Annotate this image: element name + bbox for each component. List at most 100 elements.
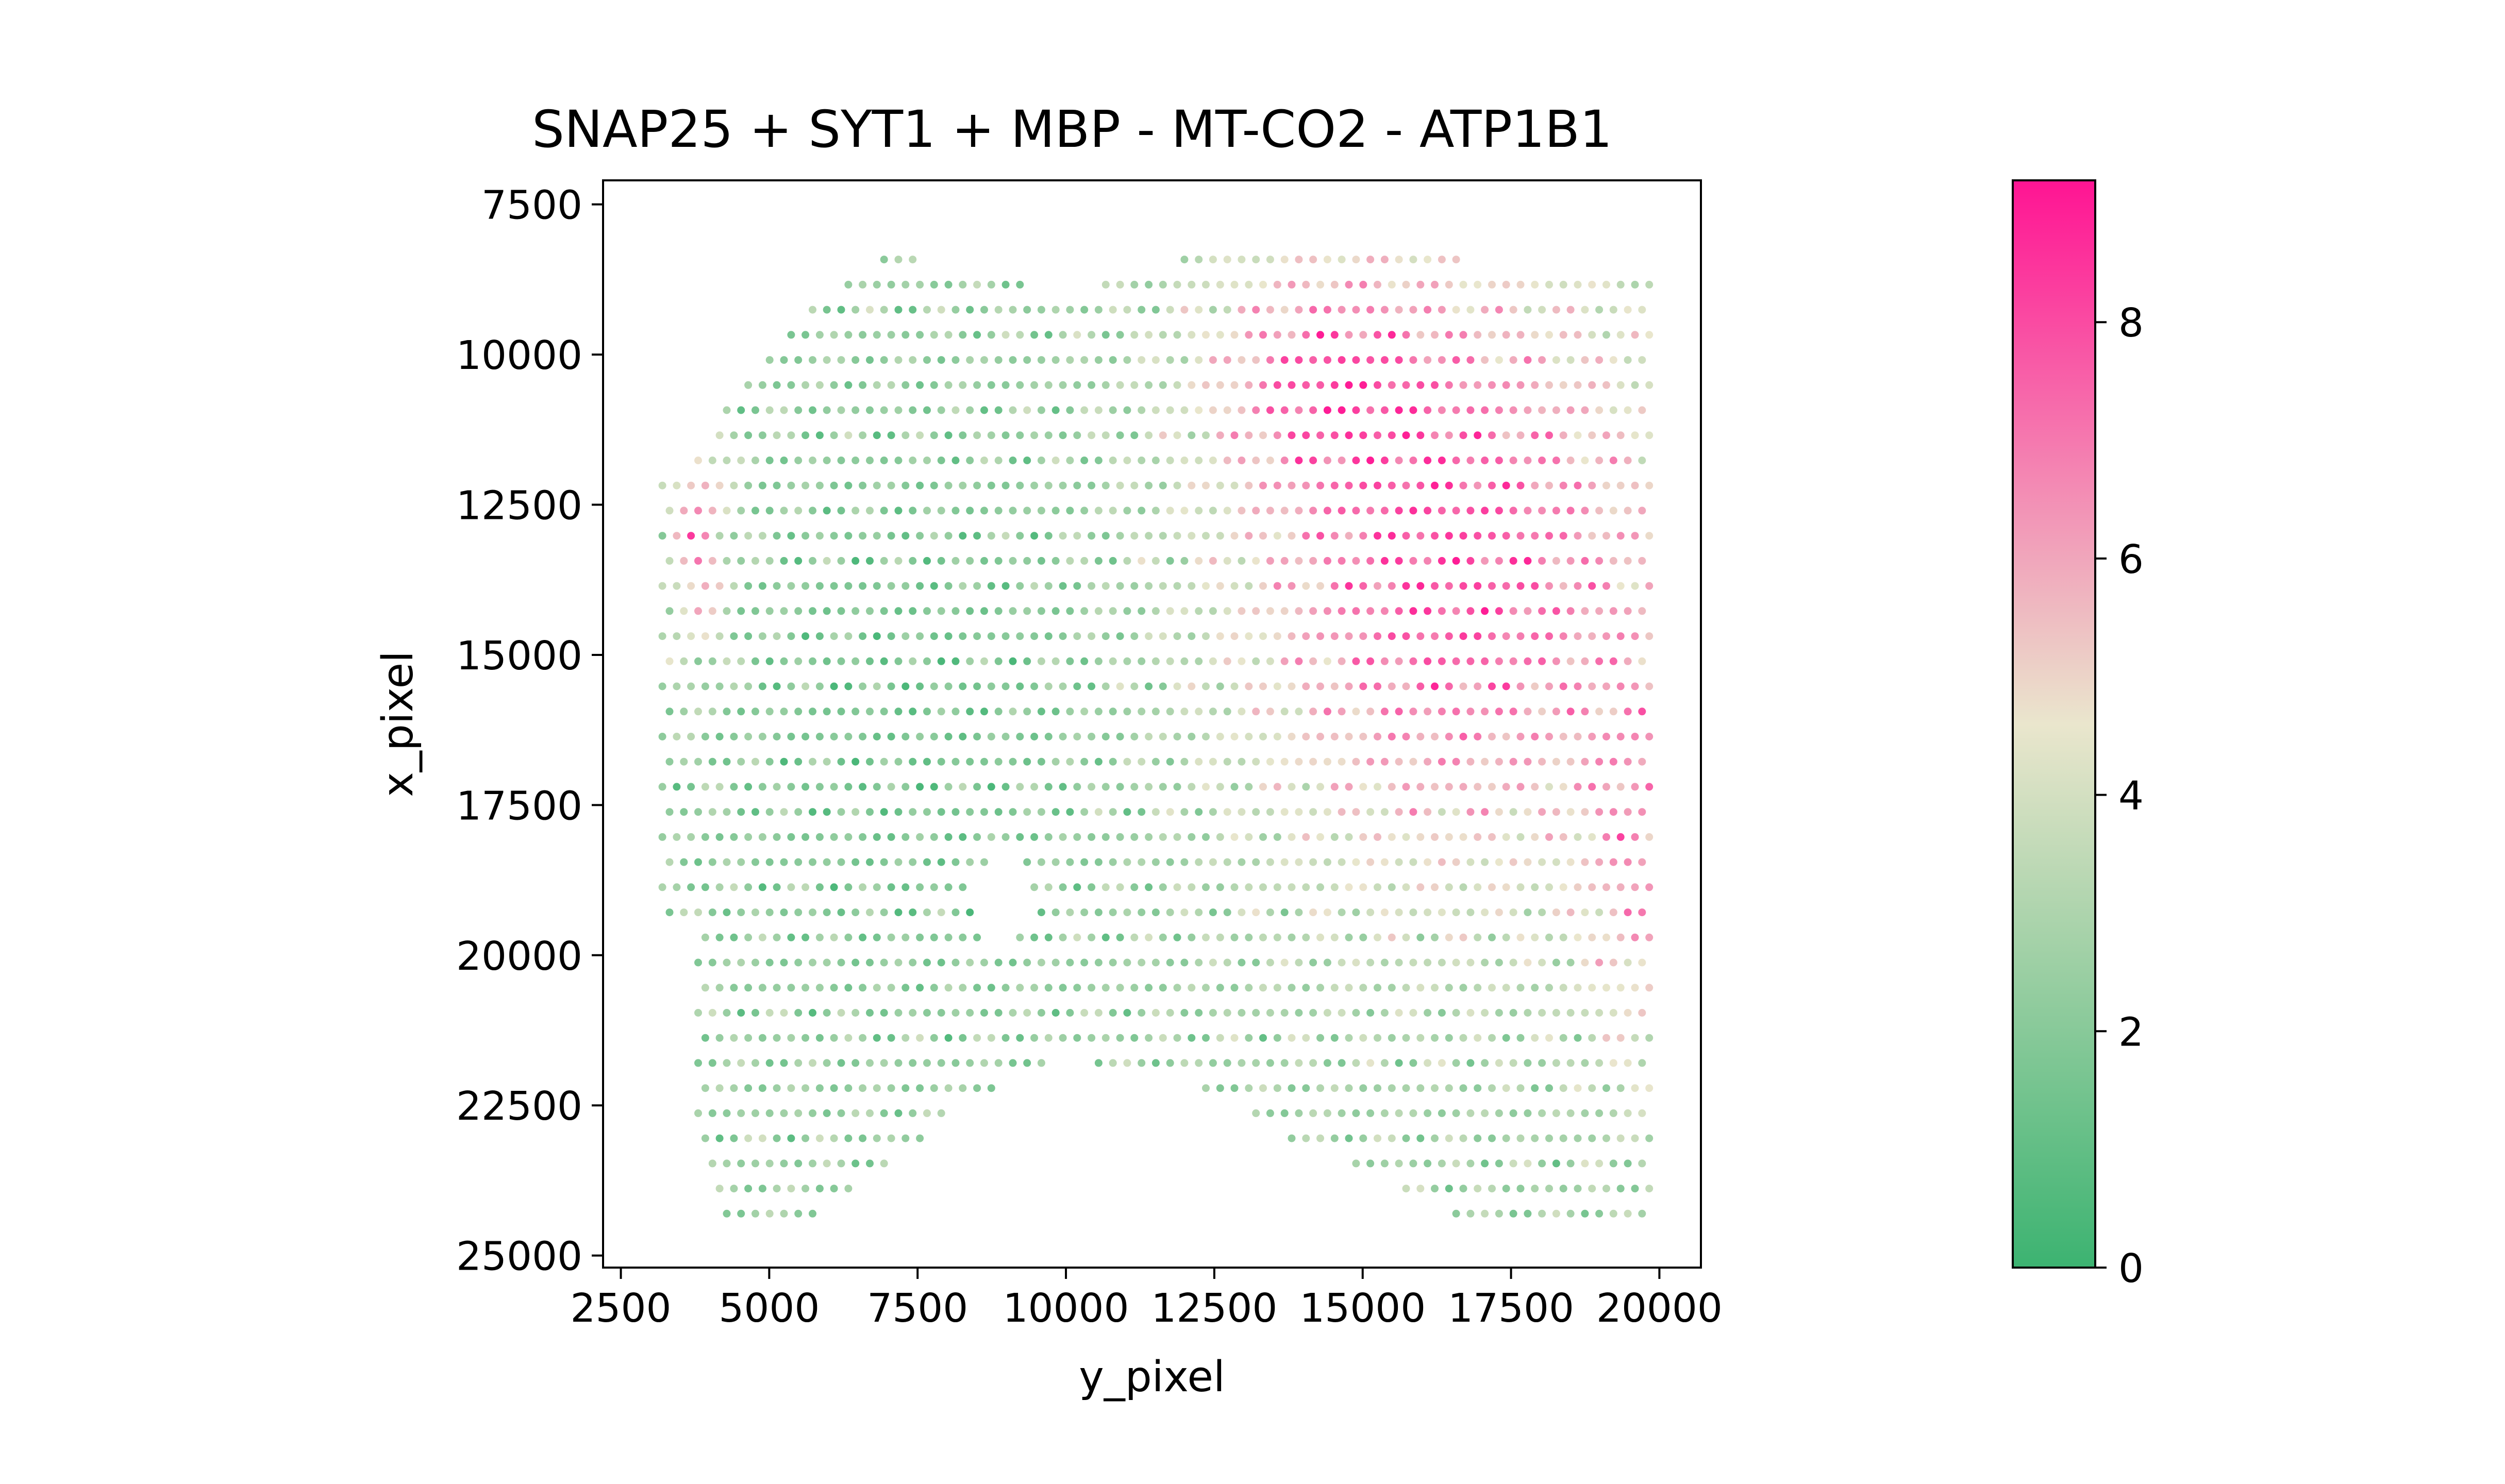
- scatter-point-1737: [1323, 908, 1331, 917]
- scatter-point-648: [1509, 507, 1517, 515]
- scatter-point-181: [1459, 331, 1467, 339]
- scatter-point-232: [1295, 356, 1303, 364]
- scatter-point-2004: [1338, 1009, 1346, 1017]
- scatter-point-420: [1202, 431, 1210, 440]
- scatter-point-603: [866, 507, 874, 515]
- scatter-point-1404: [1388, 783, 1396, 791]
- scatter-point-2185: [1302, 1084, 1310, 1092]
- scatter-point-1112: [1188, 682, 1196, 690]
- scatter-point-442: [1516, 431, 1525, 440]
- scatter-point-1634: [730, 883, 738, 891]
- scatter-point-2209: [1645, 1084, 1654, 1092]
- scatter-point-2047: [1001, 1034, 1010, 1042]
- scatter-point-334: [909, 406, 917, 414]
- scatter-point-2181: [1245, 1084, 1253, 1092]
- scatter-point-352: [1166, 406, 1174, 414]
- scatter-point-139: [859, 331, 867, 339]
- scatter-point-2117: [1037, 1059, 1045, 1067]
- scatter-point-79: [866, 306, 874, 314]
- scatter-point-1422: [1645, 783, 1654, 791]
- scatter-point-2351: [1531, 1185, 1539, 1193]
- scatter-point-1301: [909, 757, 917, 766]
- scatter-point-1060: [1438, 657, 1446, 665]
- scatter-point-2218: [809, 1109, 816, 1117]
- scatter-point-1345: [1538, 757, 1546, 766]
- scatter-point-2316: [1424, 1159, 1432, 1168]
- scatter-point-1752: [1538, 908, 1546, 917]
- scatter-point-964: [1059, 632, 1067, 640]
- scatter-point-2184: [1288, 1084, 1296, 1092]
- scatter-point-1633: [715, 883, 724, 891]
- scatter-point-1386: [1130, 783, 1139, 791]
- scatter-point-160: [1159, 331, 1167, 339]
- scatter-point-2226: [923, 1109, 931, 1117]
- scatter-point-147: [973, 331, 981, 339]
- scatter-point-1689: [1574, 883, 1582, 891]
- scatter-point-299: [1345, 381, 1353, 389]
- scatter-point-642: [1424, 507, 1432, 515]
- scatter-point-1977: [951, 1009, 960, 1017]
- scatter-point-275: [1001, 381, 1010, 389]
- scatter-point-1226: [830, 733, 838, 740]
- scatter-point-2353: [1559, 1185, 1567, 1193]
- scatter-point-2213: [737, 1109, 745, 1117]
- scatter-point-266: [873, 381, 881, 389]
- scatter-point-1586: [1037, 858, 1045, 866]
- scatter-point-611: [980, 507, 988, 515]
- scatter-point-2070: [1330, 1034, 1339, 1042]
- scatter-point-805: [773, 582, 781, 590]
- scatter-point-491: [1252, 457, 1260, 464]
- scatter-point-1537: [1302, 833, 1310, 841]
- scatter-point-188: [1559, 331, 1567, 339]
- scatter-point-2212: [723, 1109, 731, 1117]
- scatter-point-85: [951, 306, 960, 314]
- scatter-point-521: [687, 481, 695, 490]
- scatter-point-1919: [1088, 984, 1096, 992]
- scatter-point-959: [987, 632, 995, 640]
- scatter-point-96: [1109, 306, 1117, 314]
- scatter-point-1501: [787, 833, 795, 841]
- scatter-point-938: [687, 632, 695, 640]
- scatter-point-2324: [1538, 1159, 1546, 1168]
- scatter-point-74: [1645, 280, 1654, 289]
- scatter-point-875: [780, 607, 788, 615]
- scatter-point-408: [1030, 431, 1039, 440]
- scatter-point-97: [1123, 306, 1131, 314]
- scatter-point-41: [1173, 280, 1181, 289]
- scatter-point-1712: [909, 908, 917, 917]
- scatter-point-2141: [1424, 1059, 1432, 1067]
- scatter-point-1846: [994, 958, 1003, 967]
- scatter-point-98: [1138, 306, 1146, 314]
- scatter-point-44: [1216, 280, 1224, 289]
- scatter-point-328: [823, 406, 831, 414]
- scatter-point-2225: [909, 1109, 917, 1117]
- scatter-point-370: [1424, 406, 1432, 414]
- scatter-point-2280: [1402, 1134, 1410, 1142]
- scatter-point-822: [1016, 582, 1024, 590]
- scatter-point-1607: [1338, 858, 1346, 866]
- scatter-point-2155: [1624, 1059, 1632, 1067]
- scatter-point-811: [859, 582, 867, 590]
- scatter-point-1723: [1123, 908, 1131, 917]
- scatter-point-2077: [1431, 1034, 1439, 1042]
- scatter-point-248: [1524, 356, 1532, 364]
- scatter-point-1777: [944, 933, 953, 941]
- scatter-point-76: [823, 306, 831, 314]
- scatter-point-1525: [1130, 833, 1139, 841]
- scatter-point-1116: [1245, 682, 1253, 690]
- scatter-point-760: [1123, 556, 1131, 565]
- scatter-point-194: [1645, 331, 1654, 339]
- scatter-point-680: [973, 532, 981, 540]
- scatter-point-1530: [1202, 833, 1210, 841]
- scatter-point-117: [1409, 306, 1417, 314]
- scatter-point-965: [1073, 632, 1081, 640]
- scatter-point-2186: [1316, 1084, 1324, 1092]
- scatter-point-2307: [837, 1159, 845, 1168]
- scatter-point-2328: [1595, 1159, 1604, 1168]
- scatter-point-543: [1001, 481, 1010, 490]
- scatter-point-2222: [866, 1109, 874, 1117]
- scatter-point-623: [1151, 507, 1160, 515]
- scatter-point-816: [930, 582, 938, 590]
- scatter-point-664: [744, 532, 753, 540]
- scatter-point-351: [1151, 406, 1160, 414]
